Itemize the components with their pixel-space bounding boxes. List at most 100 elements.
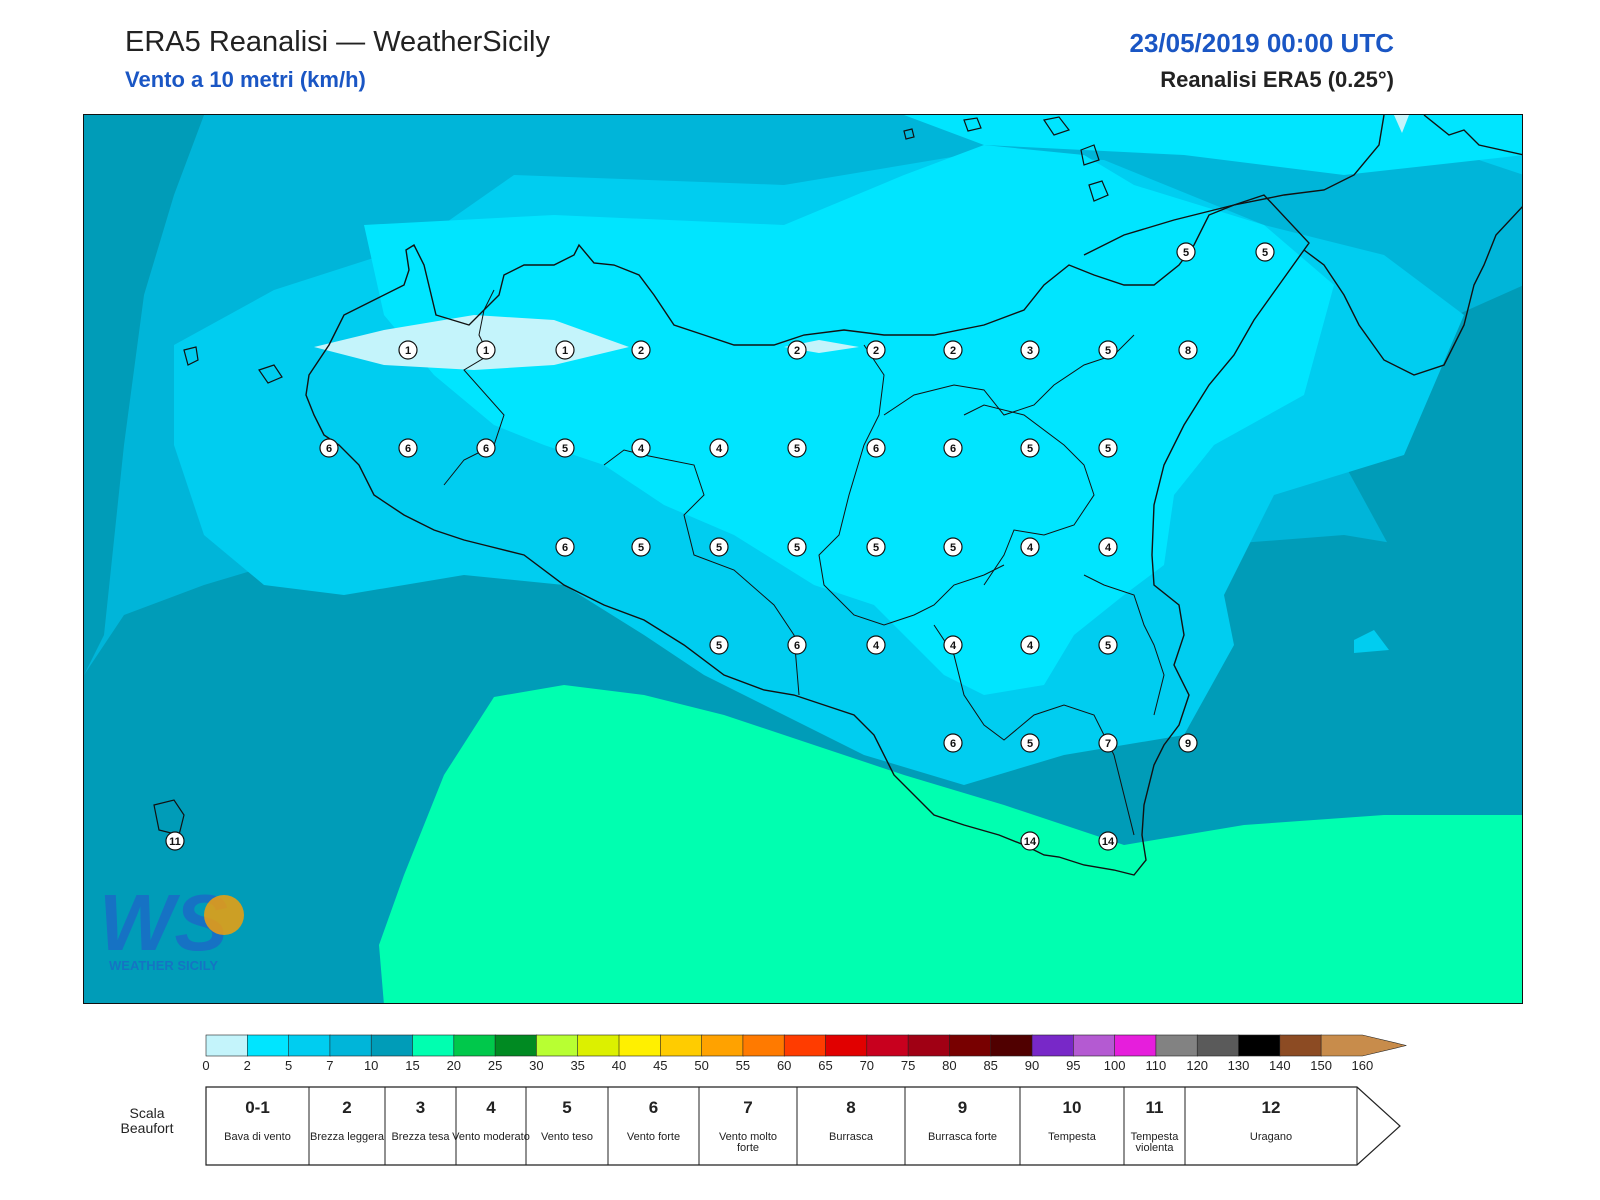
app-title: ERA5 Reanalisi — WeatherSicily: [125, 26, 550, 58]
wind-station-value: 1: [483, 345, 489, 357]
beaufort-description: Brezza leggera: [310, 1131, 384, 1143]
calabria-north-coast: [1083, 115, 1385, 256]
wind-station-marker: [943, 340, 963, 360]
wind-station-marker: [866, 340, 886, 360]
wind-station-marker: [1020, 733, 1040, 753]
colorbar-tick-label: 130: [1227, 1058, 1250, 1073]
wind-station-label: 2: [631, 340, 651, 360]
wind-station-marker: [1178, 340, 1198, 360]
wind-station-marker: [1098, 733, 1118, 753]
wind-station-marker: [1098, 537, 1118, 557]
wind-station-value: 5: [716, 640, 722, 652]
sicily-coastline: [305, 194, 1310, 876]
wind-station-label: 11: [165, 831, 185, 851]
colorbar-tick-label: 110: [1145, 1058, 1167, 1073]
wind-station-value: 6: [950, 738, 956, 750]
wind-station-marker: [319, 438, 339, 458]
wind-station-label: 6: [319, 438, 339, 458]
wind-station-value: 6: [562, 542, 568, 554]
island-filicudi: [1043, 116, 1070, 136]
wind-station-label: 6: [943, 438, 963, 458]
colorbar-tick-label: 55: [735, 1058, 751, 1073]
wind-station-label: 9: [1178, 733, 1198, 753]
model-name: Reanalisi ERA5 (0.25°): [1160, 67, 1394, 92]
colorbar-tick-label: 20: [446, 1058, 462, 1073]
wind-station-value: 9: [1185, 738, 1191, 750]
wind-station-value: 1: [562, 345, 568, 357]
weathersicily-logo: WS WEATHER SICILY: [99, 878, 244, 973]
colorbar: [205, 1034, 1407, 1057]
wind-station-value: 4: [873, 640, 880, 652]
beaufort-description: Uragano: [1249, 1131, 1293, 1143]
colorbar-segment: [701, 1034, 744, 1057]
wind-station-value: 5: [1105, 443, 1111, 455]
wind-station-label: 2: [866, 340, 886, 360]
wind-station-label: 6: [943, 733, 963, 753]
colorbar-segment: [1114, 1034, 1157, 1057]
colorbar-segment: [907, 1034, 951, 1057]
colorbar-segment: [412, 1034, 455, 1057]
beaufort-description: Vento moderato: [452, 1131, 530, 1143]
wind-station-label: 5: [631, 537, 651, 557]
wind-station-marker: [866, 438, 886, 458]
wind-station-label: 5: [787, 537, 807, 557]
wind-station-marker: [943, 438, 963, 458]
wind-station-label: 5: [1098, 340, 1118, 360]
beaufort-number: 7: [743, 1098, 753, 1117]
beaufort-description: Burrasca: [828, 1131, 874, 1143]
colorbar-tick-label: 15: [405, 1058, 420, 1073]
beaufort-number: 5: [562, 1098, 572, 1117]
colorbar-tick-label: 60: [776, 1058, 792, 1073]
wind-station-value: 5: [794, 443, 800, 455]
colorbar-segment: [783, 1034, 827, 1057]
colorbar-tick-label: 140: [1268, 1058, 1291, 1073]
wind-station-label: 14: [1098, 831, 1118, 851]
wind-station-marker: [866, 537, 886, 557]
colorbar-tick-label: 85: [983, 1058, 998, 1073]
colorbar-tick-label: 40: [611, 1058, 627, 1073]
wind-station-value: 3: [1027, 345, 1033, 357]
wind-band-15-20: [379, 685, 1522, 1003]
wind-station-label: 1: [476, 340, 496, 360]
beaufort-box: [205, 1086, 1401, 1166]
wind-station-marker: [709, 438, 729, 458]
beaufort-description: Vento molto forte: [718, 1131, 778, 1154]
wind-station-marker: [1098, 340, 1118, 360]
wind-station-marker: [1176, 242, 1196, 262]
wind-station-marker: [787, 537, 807, 557]
wind-station-value: 11: [169, 836, 181, 848]
calabria-coastline: [1303, 206, 1522, 376]
beaufort-number: 8: [846, 1098, 856, 1117]
wind-band-2-5: [364, 145, 1334, 695]
wind-station-marker: [631, 537, 651, 557]
wind-station-label: 5: [1255, 242, 1275, 262]
wind-station-marker: [943, 733, 963, 753]
wind-station-value: 4: [638, 443, 645, 455]
wind-station-value: 6: [794, 640, 800, 652]
wind-station-label: 4: [631, 438, 651, 458]
wind-map-svg: 1 1 1 2 2 2 2 3 5 86 6 6 5 4 4 5 6 6 5 56 5 5 5 5 5 4 45 6 4 4 4 56 5 7 91…: [84, 115, 1522, 1003]
wind-station-value: 4: [1105, 542, 1112, 554]
wind-station-marker: [555, 537, 575, 557]
border-messina-south: [883, 334, 1135, 416]
wind-station-label: 5: [1020, 733, 1040, 753]
colorbar-segment: [1279, 1034, 1322, 1057]
wind-band-0-2-west: [314, 315, 629, 370]
border-trapani-palermo: [443, 289, 505, 486]
colorbar-segment: [1073, 1034, 1116, 1057]
colorbar-segment: [990, 1034, 1033, 1057]
wind-band-10-15-west: [84, 115, 204, 675]
wind-station-value: 5: [1027, 738, 1033, 750]
wind-station-value: 5: [716, 542, 722, 554]
colorbar-tick-label: 120: [1186, 1058, 1209, 1073]
colorbar-segment: [825, 1034, 868, 1057]
wind-station-value: 5: [638, 542, 644, 554]
wind-station-label: 2: [943, 340, 963, 360]
wind-station-value: 4: [950, 640, 957, 652]
valid-datetime: 23/05/2019 00:00 UTC: [1129, 28, 1394, 58]
island-marettimo: [183, 346, 199, 366]
wind-labels: 1 1 1 2 2 2 2 3 5 86 6 6 5 4 4 5 6 6 5 56 5 5 5 5 5 4 45 6 4 4 4 56 5 7 91…: [165, 242, 1275, 851]
island-pantelleria: [153, 799, 185, 836]
logo-text: WEATHER SICILY: [109, 958, 218, 973]
colorbar-tick-label: 70: [859, 1058, 875, 1073]
